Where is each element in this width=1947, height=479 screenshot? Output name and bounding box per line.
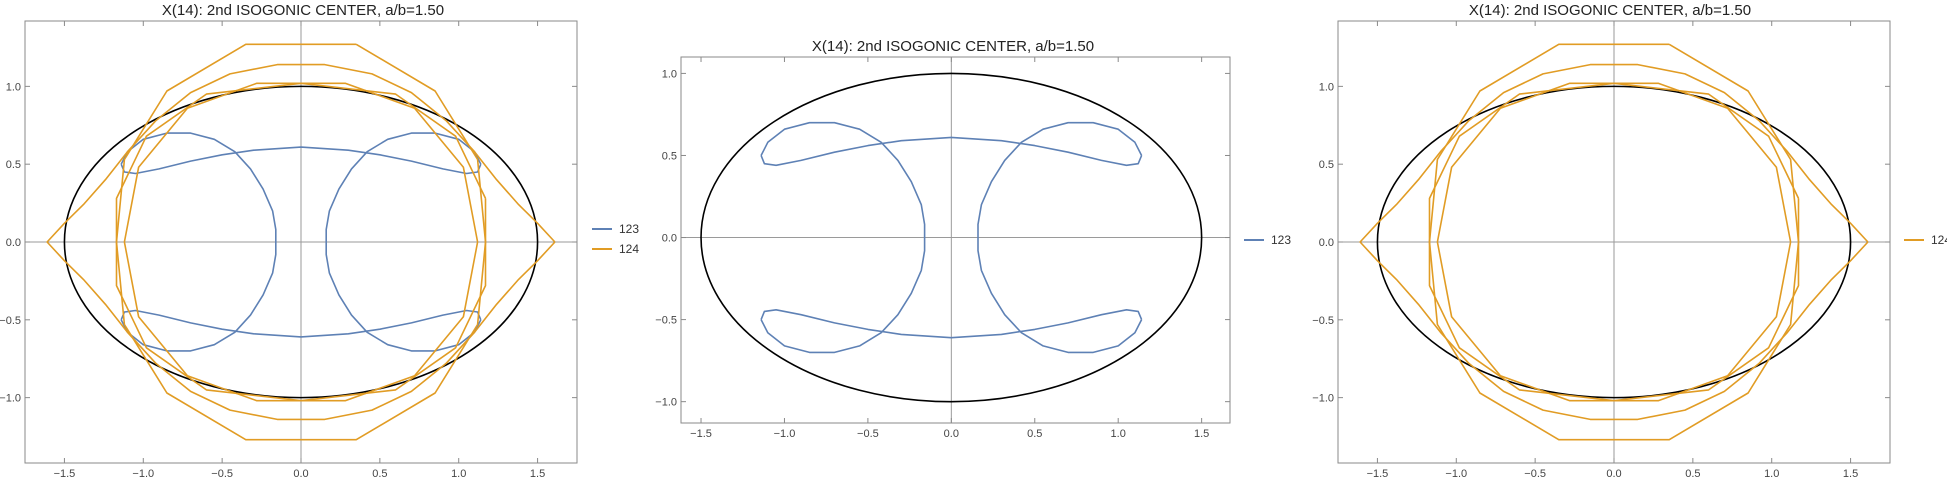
x-tick-label: −1.0 [1445, 468, 1467, 479]
y-tick-label: 0.5 [1319, 159, 1334, 171]
x-tick-label: 1.0 [1111, 428, 1126, 440]
x-tick-label: −0.5 [211, 468, 233, 479]
legend-label-123: 123 [1271, 233, 1291, 247]
series-123-curve [977, 121, 1143, 354]
ellipse-curve [63, 85, 539, 399]
x-tick-label: 0.0 [1606, 468, 1621, 479]
y-tick-label: 0.0 [1319, 237, 1334, 249]
legend-label-124: 124 [1931, 233, 1947, 247]
y-tick-label: −1.0 [0, 393, 21, 405]
x-tick-label: 0.5 [1027, 428, 1042, 440]
legend-label-124: 124 [619, 242, 639, 256]
ellipse-curve [1376, 85, 1852, 399]
series-123-curve [760, 136, 1143, 167]
x-tick-label: 0.5 [1685, 468, 1700, 479]
chart-panel-right: X(14): 2nd ISOGONIC CENTER, a/b=1.50 −1.… [1312, 2, 1947, 479]
y-tick-label: −0.5 [0, 315, 21, 327]
x-tick-label: 1.0 [1764, 468, 1779, 479]
series-123-curve [120, 309, 482, 338]
chart-title: X(14): 2nd ISOGONIC CENTER, a/b=1.50 [162, 2, 444, 19]
y-tick-label: 0.0 [662, 233, 677, 245]
x-tick-label: 1.5 [1843, 468, 1858, 479]
x-tick-label: −1.0 [132, 468, 154, 479]
y-tick-label: −0.5 [1312, 315, 1334, 327]
y-tick-label: −0.5 [655, 315, 677, 327]
legend-label-123: 123 [619, 222, 639, 236]
y-tick-label: 0.0 [6, 237, 21, 249]
y-tick-label: −1.0 [655, 397, 677, 409]
y-tick-label: 1.0 [6, 81, 21, 93]
y-tick-label: 0.5 [662, 150, 677, 162]
x-tick-label: 0.0 [944, 428, 959, 440]
ellipse-curve [700, 72, 1203, 403]
chart-title: X(14): 2nd ISOGONIC CENTER, a/b=1.50 [1469, 2, 1751, 19]
series-123-curve [120, 132, 277, 352]
y-tick-label: 1.0 [662, 68, 677, 80]
x-tick-label: 1.5 [1194, 428, 1209, 440]
chart-title: X(14): 2nd ISOGONIC CENTER, a/b=1.50 [812, 38, 1094, 55]
series-124-curve [1359, 63, 1869, 421]
y-tick-label: 0.5 [6, 159, 21, 171]
chart-panel-center: X(14): 2nd ISOGONIC CENTER, a/b=1.50 −1.… [655, 38, 1291, 440]
x-tick-label: 1.0 [451, 468, 466, 479]
x-tick-label: −1.0 [774, 428, 796, 440]
series-123-curve [325, 132, 482, 352]
y-tick-label: 1.0 [1319, 81, 1334, 93]
x-tick-label: −1.5 [54, 468, 76, 479]
x-tick-label: 1.5 [530, 468, 545, 479]
series-123-curve [760, 121, 926, 354]
x-tick-label: −0.5 [1524, 468, 1546, 479]
series-123-curve [760, 309, 1143, 339]
series-124-curve [1436, 82, 1792, 402]
series-124-curve [46, 63, 556, 421]
x-tick-label: −1.5 [1367, 468, 1389, 479]
x-tick-label: 0.5 [372, 468, 387, 479]
x-tick-label: −1.5 [690, 428, 712, 440]
x-tick-label: 0.0 [293, 468, 308, 479]
x-tick-label: −0.5 [857, 428, 879, 440]
series-123-curve [120, 146, 482, 175]
y-tick-label: −1.0 [1312, 393, 1334, 405]
chart-panel-left: X(14): 2nd ISOGONIC CENTER, a/b=1.50 −1.… [0, 2, 639, 479]
series-124-curve [123, 82, 479, 402]
plot-frame [680, 56, 1231, 424]
